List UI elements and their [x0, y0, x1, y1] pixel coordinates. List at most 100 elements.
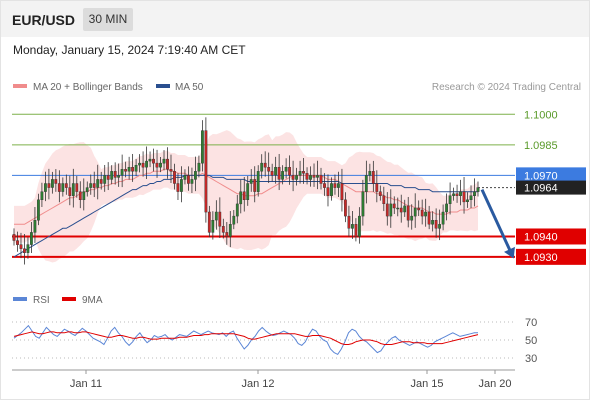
- ma20-legend-swatch: [13, 84, 27, 88]
- candle-body-95: [344, 199, 347, 217]
- candle-body-112: [403, 205, 407, 213]
- candle-body-30: [117, 175, 121, 178]
- level-label-4: 1.0930: [524, 252, 558, 264]
- candle-body-59: [218, 211, 222, 227]
- x-tick-label-1: Jan 12: [241, 378, 274, 390]
- forecast-arrow-head: [504, 246, 515, 259]
- candle-body-51: [190, 179, 194, 184]
- candle-body-18: [75, 183, 79, 192]
- candle-body-65: [239, 191, 243, 205]
- candle-body-3: [23, 248, 26, 253]
- candle-body-89: [323, 183, 326, 188]
- candle-body-57: [211, 219, 215, 233]
- candle-body-98: [354, 224, 358, 237]
- candle-body-67: [246, 183, 250, 200]
- ma20-line: [14, 168, 479, 225]
- candle-body-9: [44, 183, 47, 192]
- candle-body-26: [103, 175, 107, 184]
- candle-body-93: [337, 183, 340, 188]
- level-label-1: 1.0985: [524, 140, 558, 152]
- rsi-legend-swatch: [13, 297, 27, 301]
- candle-body-7: [37, 199, 40, 221]
- candle-body-73: [267, 166, 271, 172]
- candle-body-43: [162, 158, 166, 164]
- price-levels: [12, 113, 515, 258]
- candle-body-50: [186, 175, 190, 184]
- candle-body-23: [92, 183, 96, 188]
- candle-body-97: [351, 224, 354, 229]
- candle-body-21: [85, 187, 89, 192]
- forecast-arrow-shaft: [480, 188, 514, 256]
- candle-body-1: [16, 240, 19, 245]
- candle-body-63: [232, 215, 236, 225]
- candle-body-20: [82, 191, 86, 200]
- timeframe-button[interactable]: 30 MIN: [83, 8, 133, 31]
- candle-body-2: [19, 244, 23, 249]
- candle-body-8: [40, 191, 44, 200]
- candle-body-49: [183, 175, 187, 180]
- candle-body-46: [173, 171, 176, 184]
- rsi-tick-70: 70: [525, 317, 537, 329]
- candle-body-118: [424, 211, 427, 217]
- candle-body-78: [284, 166, 288, 172]
- candle-body-90: [326, 187, 330, 196]
- rsi-series-line-1: [13, 331, 479, 345]
- candle-body-72: [263, 162, 267, 168]
- candle-body-104: [375, 183, 379, 192]
- candle-body-91: [330, 183, 333, 196]
- candle-body-22: [89, 183, 93, 188]
- candle-body-103: [371, 171, 375, 184]
- candle-body-70: [256, 171, 260, 192]
- candle-body-39: [148, 158, 152, 162]
- candle-body-25: [99, 179, 103, 184]
- candle-body-64: [235, 203, 239, 217]
- candle-body-36: [138, 162, 141, 166]
- rsi-ma-legend-swatch: [62, 297, 76, 301]
- candle-body-60: [221, 226, 225, 233]
- candle-body-84: [305, 173, 309, 180]
- candle-body-115: [413, 207, 417, 217]
- level-label-3: 1.0940: [524, 231, 558, 243]
- candle-body-114: [410, 215, 414, 221]
- candle-body-113: [406, 205, 410, 221]
- candle-body-0: [12, 234, 16, 241]
- candle-body-80: [291, 175, 295, 180]
- candle-body-6: [33, 219, 37, 233]
- candle-body-37: [141, 162, 145, 168]
- forecast-arrow: [480, 188, 515, 259]
- candle-body-119: [427, 211, 431, 225]
- candle-body-92: [333, 183, 337, 188]
- candle-body-41: [155, 162, 159, 168]
- candle-body-19: [78, 191, 82, 200]
- candle-body-33: [127, 166, 131, 172]
- candle-body-12: [54, 179, 58, 184]
- candle-body-100: [361, 191, 365, 217]
- level-tag-4: [516, 248, 586, 265]
- candle-body-31: [120, 169, 124, 176]
- candle-body-122: [438, 224, 441, 229]
- candle-body-10: [47, 183, 51, 188]
- candle-body-88: [319, 175, 323, 184]
- candle-body-66: [242, 191, 246, 200]
- rsi-legend-label: RSI: [33, 295, 50, 306]
- rsi-panel: 70 50 30: [12, 317, 537, 365]
- symbol-title: EUR/USD: [12, 12, 76, 28]
- candle-body-56: [207, 211, 211, 233]
- candle-body-15: [64, 183, 68, 188]
- candle-body-131: [469, 195, 473, 200]
- level-label-0: 1.1000: [524, 109, 558, 121]
- candle-body-48: [179, 179, 183, 192]
- candle-body-4: [26, 244, 30, 253]
- candle-body-107: [385, 203, 389, 217]
- candle-body-71: [260, 162, 264, 172]
- candle-body-29: [113, 171, 117, 178]
- ma50-legend-swatch: [156, 84, 170, 88]
- candle-body-106: [382, 195, 386, 204]
- candle-body-42: [159, 162, 162, 168]
- candle-body-61: [225, 232, 229, 237]
- candle-body-128: [459, 191, 462, 196]
- moving-averages: [13, 168, 479, 258]
- candle-body-125: [448, 195, 452, 204]
- candle-body-82: [298, 171, 302, 176]
- candle-body-123: [441, 211, 445, 225]
